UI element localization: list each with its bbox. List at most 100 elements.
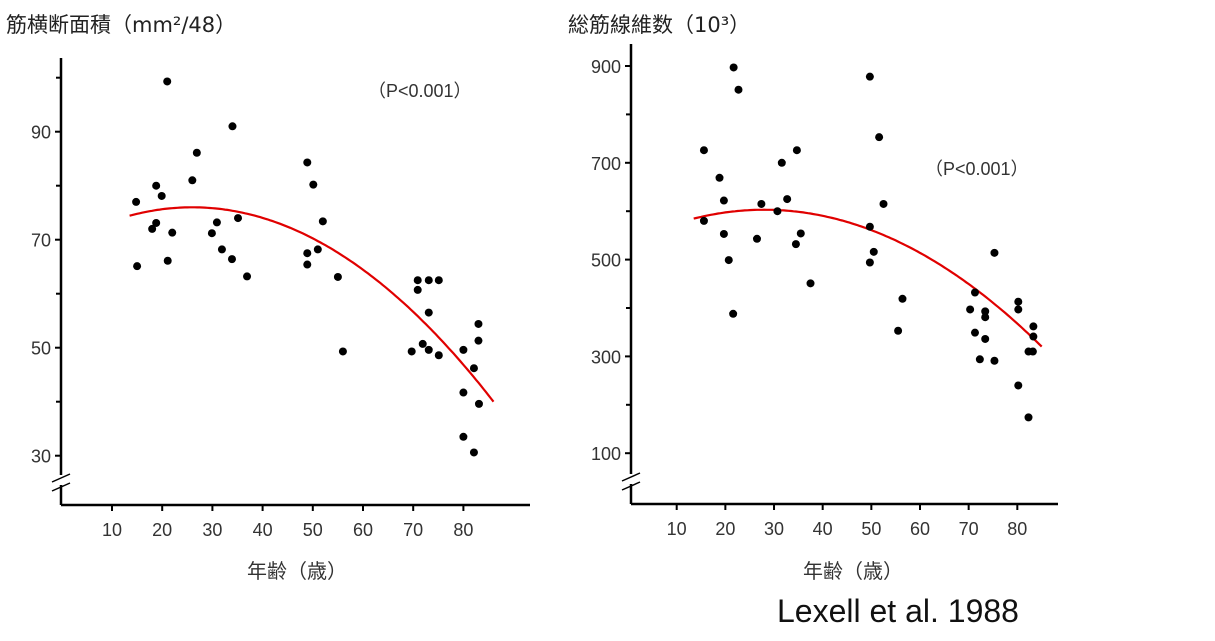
x-tick-label: 60 [910, 519, 930, 539]
data-point [459, 388, 468, 397]
data-point [424, 276, 433, 285]
data-point [228, 122, 237, 131]
axis-break-mark [621, 472, 641, 482]
data-point [192, 148, 201, 157]
data-point [207, 229, 216, 238]
data-point [791, 240, 800, 249]
x-tick-label: 40 [253, 520, 273, 540]
x-axis-label: 年齢（歳） [803, 559, 903, 583]
fit-curve [129, 206, 495, 403]
data-point [981, 307, 990, 316]
data-point [719, 229, 728, 238]
data-point [990, 356, 999, 365]
data-point [777, 158, 786, 167]
y-tick-label: 300 [591, 347, 621, 367]
data-point [217, 245, 226, 254]
data-point [975, 355, 984, 364]
data-point [469, 364, 478, 373]
data-point [132, 197, 141, 206]
data-point [1028, 347, 1037, 356]
data-point [1029, 332, 1038, 341]
data-point [1014, 381, 1023, 390]
data-point [875, 133, 884, 142]
x-tick-label: 40 [813, 519, 833, 539]
data-point [234, 214, 243, 223]
data-point [796, 229, 805, 238]
data-point [719, 196, 728, 205]
data-point [773, 207, 782, 216]
data-point [1024, 413, 1033, 422]
data-point [715, 173, 724, 182]
data-point [309, 180, 318, 189]
data-point [434, 276, 443, 285]
chart-title: 総筋線維数（10³） [568, 13, 750, 37]
x-tick-label: 50 [303, 520, 323, 540]
data-point [966, 305, 975, 314]
data-point [757, 199, 766, 208]
x-tick-label: 70 [959, 519, 979, 539]
data-point [407, 347, 416, 356]
data-point [729, 63, 738, 72]
data-point [865, 258, 874, 267]
data-point [879, 199, 888, 208]
x-tick-label: 80 [453, 520, 473, 540]
y-tick-label: 70 [31, 231, 51, 251]
x-tick-label: 60 [353, 520, 373, 540]
data-point [729, 309, 738, 318]
data-point [865, 222, 874, 231]
data-point [303, 249, 312, 258]
data-point [894, 326, 903, 335]
data-point [869, 247, 878, 256]
chart-muscle-cross-section: 筋横断面積（mm²/48） （P<0.001） 年齢（歳） 10 20 30 40 50… [6, 13, 530, 583]
x-tick-label: 70 [403, 520, 423, 540]
x-tick-label: 80 [1007, 519, 1027, 539]
y-tick-label: 90 [31, 123, 51, 143]
data-point [752, 234, 761, 243]
axis-break-mark [51, 482, 71, 492]
y-tick-label: 50 [31, 339, 51, 359]
data-point [227, 255, 236, 264]
x-axis-label: 年齢（歳） [247, 559, 347, 583]
chart-title: 筋横断面積（mm²/48） [6, 13, 236, 37]
fit-curve [693, 208, 1043, 348]
data-point [734, 85, 743, 94]
data-point [459, 345, 468, 354]
data-point [806, 279, 815, 288]
data-point [699, 216, 708, 225]
data-point [163, 77, 172, 86]
data-point [148, 224, 157, 233]
chart-total-fiber-count: 総筋線維数（10³） （P<0.001） 年齢（歳） 10 20 30 40 50 60 7… [568, 13, 1058, 583]
data-point [459, 432, 468, 441]
data-point [783, 195, 792, 204]
x-tick-label: 10 [667, 519, 687, 539]
x-tick-label: 50 [861, 519, 881, 539]
data-point [168, 228, 177, 237]
x-tick-label: 20 [715, 519, 735, 539]
axis-break-mark [621, 481, 641, 491]
citation: Lexell et al. 1988 [777, 593, 1019, 629]
data-point [424, 345, 433, 354]
data-point [990, 248, 999, 257]
y-tick-label: 500 [591, 251, 621, 271]
data-point [1014, 305, 1023, 314]
data-point [970, 328, 979, 337]
data-point [1029, 322, 1038, 331]
data-point [970, 288, 979, 297]
data-point [188, 176, 197, 185]
y-tick-label: 900 [591, 57, 621, 77]
data-point [865, 72, 874, 81]
data-point [313, 245, 322, 254]
y-tick-label: 30 [31, 447, 51, 467]
data-point [981, 313, 990, 322]
x-tick-label: 20 [152, 520, 172, 540]
data-point [133, 262, 142, 271]
data-point [434, 351, 443, 360]
data-point [1014, 297, 1023, 306]
data-point [792, 146, 801, 155]
data-point [424, 308, 433, 317]
data-point [303, 158, 312, 167]
data-point [157, 191, 166, 200]
x-tick-label: 30 [764, 519, 784, 539]
data-point [724, 256, 733, 265]
